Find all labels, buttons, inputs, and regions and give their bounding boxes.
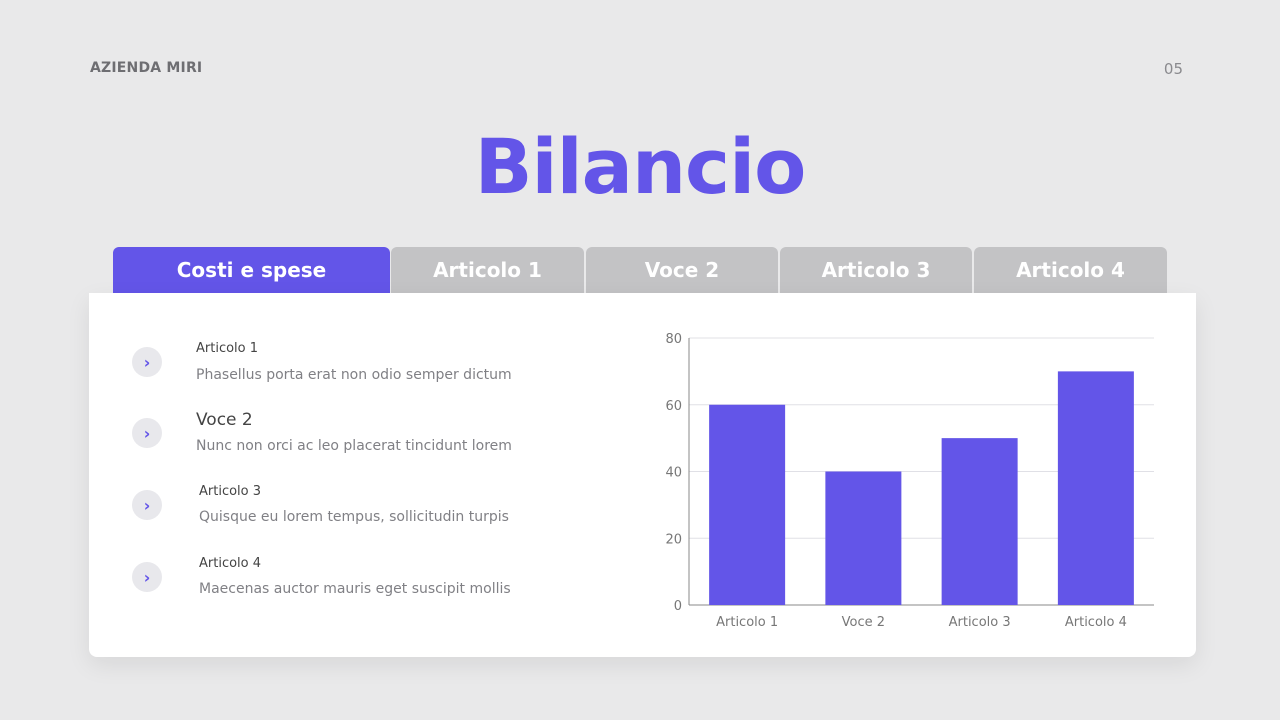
- y-tick-label: 40: [665, 466, 682, 481]
- tab-articolo-4[interactable]: Articolo 4: [974, 247, 1167, 293]
- y-tick-label: 60: [665, 399, 682, 414]
- item-title: Articolo 3: [199, 484, 262, 499]
- item-desc: Maecenas auctor mauris eget suscipit mol…: [199, 581, 511, 597]
- bar: [709, 404, 786, 605]
- chevron-right-icon: ›: [132, 418, 162, 448]
- item-title: Articolo 1: [196, 341, 259, 356]
- y-tick-label: 20: [665, 532, 682, 547]
- chevron-right-icon: ›: [132, 490, 162, 520]
- bar: [941, 438, 1018, 605]
- x-tick-label: Articolo 4: [1065, 615, 1127, 630]
- item-desc: Quisque eu lorem tempus, sollicitudin tu…: [199, 509, 509, 525]
- y-tick-label: 80: [665, 332, 682, 347]
- x-tick-label: Articolo 3: [949, 615, 1011, 630]
- bar: [825, 471, 902, 605]
- x-tick-label: Articolo 1: [716, 615, 778, 630]
- x-tick-label: Voce 2: [842, 615, 885, 630]
- tab-costi-e-spese[interactable]: Costi e spese: [113, 247, 390, 293]
- item-desc: Nunc non orci ac leo placerat tincidunt …: [196, 438, 512, 454]
- page-title: Bilancio: [474, 122, 807, 211]
- y-tick-label: 0: [674, 599, 682, 614]
- brand-name: AZIENDA MIRI: [90, 60, 203, 76]
- tab-articolo-1[interactable]: Articolo 1: [391, 247, 584, 293]
- page-number: 05: [1163, 60, 1183, 78]
- tab-articolo-3[interactable]: Articolo 3: [780, 247, 972, 293]
- chevron-right-icon: ›: [132, 562, 162, 592]
- chevron-right-icon: ›: [132, 347, 162, 377]
- tab-voce-2[interactable]: Voce 2: [586, 247, 778, 293]
- item-title: Articolo 4: [199, 556, 262, 571]
- item-title: Voce 2: [196, 410, 253, 430]
- item-desc: Phasellus porta erat non odio semper dic…: [196, 367, 512, 383]
- bar: [1057, 371, 1134, 605]
